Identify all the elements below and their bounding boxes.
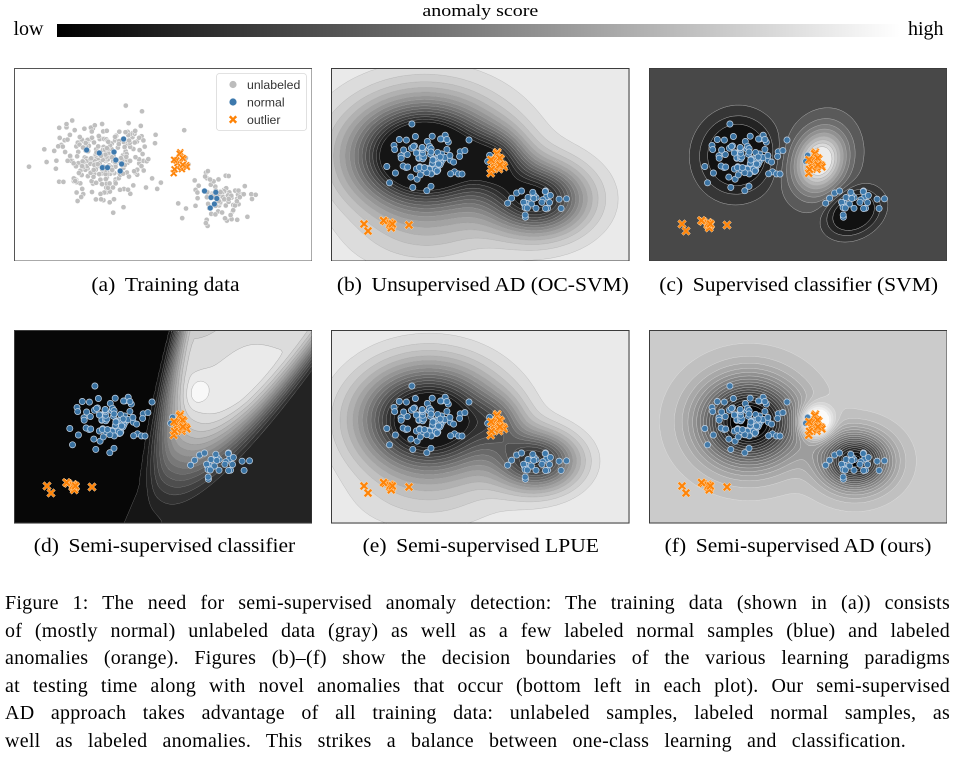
svg-text:outlier: outlier xyxy=(247,112,281,126)
svg-text:unlabeled: unlabeled xyxy=(247,77,300,91)
svg-text:normal: normal xyxy=(247,95,285,109)
